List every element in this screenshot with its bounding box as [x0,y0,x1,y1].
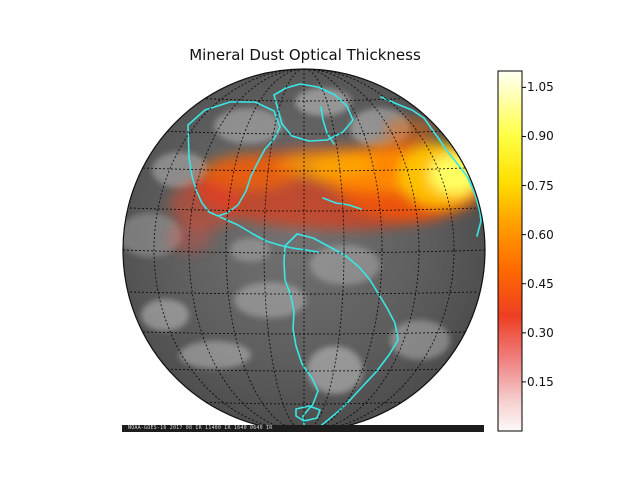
colorbar-tick-label: 0.15 [527,374,554,389]
colorbar-tick-label: 0.90 [527,129,554,144]
colorbar-tick-label: 0.30 [527,325,554,340]
satellite-info-text: NOAA-GOES-16 2017 08 IR 11400 IR 1640 06… [128,425,273,431]
colorbar-tick-label: 1.05 [527,80,554,95]
colorbar-tick-label: 0.75 [527,178,554,193]
colorbar-tick-label: 0.60 [527,227,554,242]
page-title: Mineral Dust Optical Thickness [189,46,421,64]
colorbar-ticks [522,86,526,383]
colorbar-tick-label: 0.45 [527,276,554,291]
cloud-layer [123,88,450,394]
colorbar [497,70,523,432]
satellite-info-strip [122,425,484,432]
dust-plume [168,118,485,253]
globe-content [123,69,485,431]
graticule [123,69,485,431]
